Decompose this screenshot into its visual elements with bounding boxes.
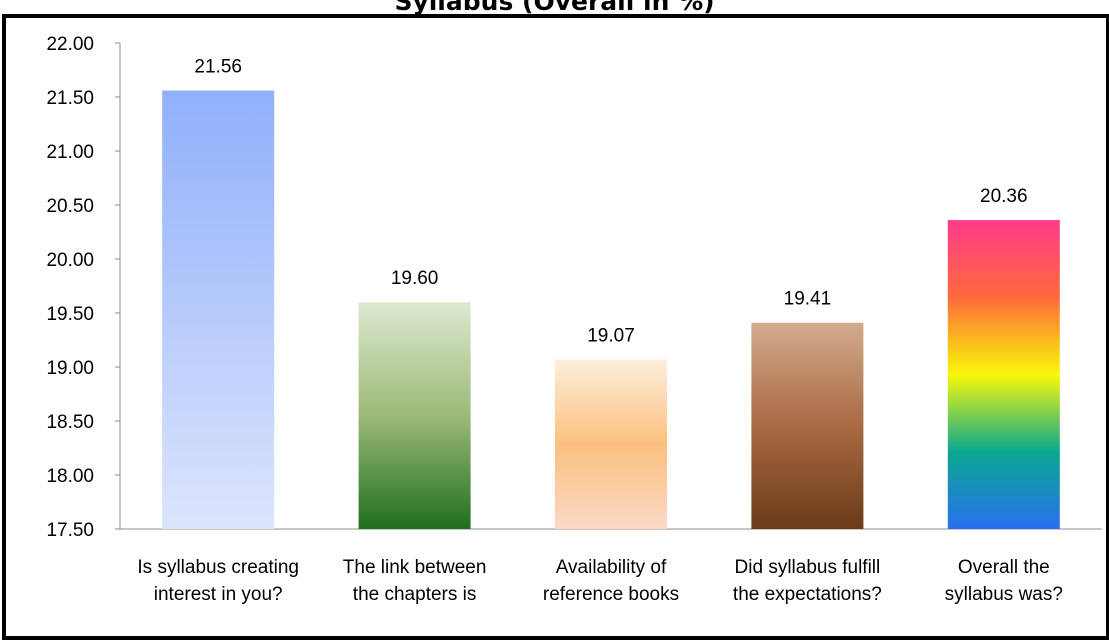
x-tick-label: The link between [343,557,487,578]
y-tick-label: 20.00 [46,250,94,271]
data-label: 19.41 [784,289,832,310]
y-tick-label: 19.50 [46,304,94,325]
y-tick-label: 18.00 [46,466,94,487]
data-label: 19.07 [587,325,635,346]
data-label: 20.36 [980,186,1028,207]
bar [358,302,471,529]
bar-chart: 22.00 21.50 21.00 20.50 20.00 19.50 19.00 18.50… [46,34,1102,605]
y-tick-label: 21.00 [46,142,94,163]
x-tick-label: Did syllabus fulfill [735,557,881,578]
y-tick-label: 17.50 [46,520,94,541]
chart-frame: 22.00 21.50 21.00 20.50 20.00 19.50 19.00 18.50… [2,14,1109,640]
y-tick-label: 21.50 [46,88,94,109]
y-tick-label: 18.50 [46,412,94,433]
bar [751,322,864,529]
x-tick-label: Availability of [556,557,667,578]
bar [947,220,1060,529]
x-tick-label: the chapters is [353,584,477,605]
y-tick-label: 19.00 [46,358,94,379]
chart-title: Syllabus (Overall in %) [394,0,715,16]
data-label: 21.56 [194,57,242,78]
data-label: 19.60 [391,268,439,289]
x-tick-label: reference books [543,584,679,605]
bar [162,90,275,530]
x-tick-label: the expectations? [733,584,882,605]
x-tick-label: Is syllabus creating [137,557,299,578]
bar [555,359,667,529]
y-tick-label: 22.00 [46,34,94,55]
x-tick-label: interest in you? [154,584,283,605]
x-tick-label: syllabus was? [945,584,1063,605]
x-tick-label: Overall the [958,557,1050,578]
y-tick-label: 20.50 [46,196,94,217]
